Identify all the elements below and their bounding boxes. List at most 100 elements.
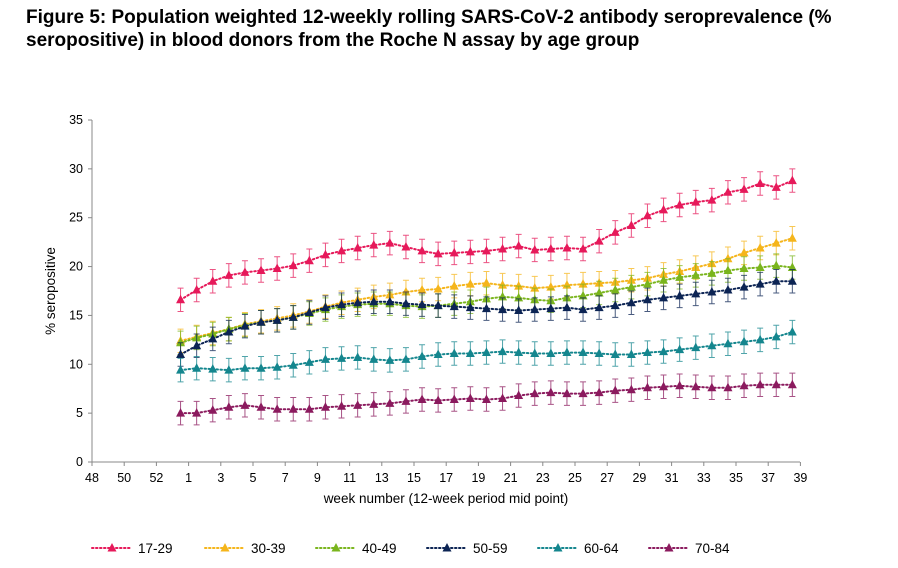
x-tick-label: 9 [314, 471, 321, 485]
data-point [401, 354, 411, 363]
data-point [353, 297, 363, 307]
legend-marker [664, 543, 674, 552]
data-point [675, 344, 685, 354]
data-point [304, 357, 314, 366]
data-point [546, 243, 556, 253]
data-point [224, 365, 234, 374]
data-point [691, 197, 701, 206]
data-point [530, 304, 540, 314]
data-point [304, 404, 314, 413]
figure-title: Figure 5: Population weighted 12-weekly … [26, 7, 832, 51]
data-point [723, 265, 733, 274]
data-point [224, 402, 234, 411]
data-point [739, 184, 749, 193]
x-tick-label: 33 [697, 471, 711, 485]
data-point [208, 333, 218, 343]
data-point [304, 307, 314, 316]
data-point [787, 327, 797, 336]
data-point [240, 400, 250, 409]
data-point [642, 347, 652, 357]
data-point [176, 365, 186, 374]
data-point [787, 262, 797, 272]
data-point [771, 276, 781, 285]
data-point [675, 200, 685, 209]
x-axis-title: week number (12-week period mid point) [323, 491, 569, 506]
data-point [369, 399, 379, 408]
data-point [498, 304, 508, 314]
data-point [304, 255, 314, 265]
data-point [320, 302, 330, 312]
legend-item: 30-39 [204, 541, 286, 556]
y-tick-label: 20 [69, 260, 83, 274]
x-tick-label: 37 [761, 471, 775, 485]
y-tick-label: 35 [69, 113, 83, 127]
data-point [739, 247, 749, 257]
legend: 17-29 30-39 40-49 50-59 60-64 70-84 [91, 541, 730, 556]
data-point [481, 303, 491, 313]
data-point [288, 312, 298, 321]
data-point [224, 270, 234, 279]
x-tick-label: 35 [729, 471, 743, 485]
data-point [417, 351, 427, 360]
data-point [320, 402, 330, 411]
data-point [369, 354, 379, 363]
data-point [288, 260, 298, 270]
data-point [498, 243, 508, 253]
data-point [465, 246, 475, 256]
data-point [320, 354, 330, 363]
data-point [514, 281, 524, 290]
x-tick-label: 1 [185, 471, 192, 485]
data-point [433, 349, 443, 359]
data-point [433, 284, 443, 293]
data-point [337, 353, 347, 362]
data-point [626, 282, 636, 291]
data-point [659, 292, 669, 302]
data-point [256, 402, 266, 411]
data-point [385, 238, 395, 247]
data-point [578, 347, 588, 357]
data-point [481, 394, 491, 403]
data-point [417, 394, 427, 403]
x-tick-label: 39 [793, 471, 807, 485]
data-point [691, 270, 701, 279]
y-tick-label: 15 [69, 308, 83, 322]
data-point [578, 304, 588, 314]
data-point [530, 348, 540, 358]
data-point [481, 347, 491, 357]
data-point [755, 262, 765, 272]
data-point [449, 301, 459, 311]
data-point [755, 379, 765, 389]
data-point [546, 282, 556, 291]
data-point [465, 348, 475, 358]
data-point [675, 380, 685, 390]
data-point [272, 315, 282, 324]
data-point [707, 195, 717, 204]
data-point [530, 283, 540, 292]
data-point [787, 379, 797, 389]
x-ticks: 48 50 52 1 3 5 7 9 11 13 15 17 19 21 23 25 27 29 31 33 35 37 3… [85, 462, 807, 485]
series-50-59 [176, 269, 797, 367]
legend-label: 30-39 [251, 541, 286, 556]
data-point [659, 381, 669, 391]
data-point [208, 364, 218, 373]
data-point [417, 245, 427, 255]
data-point [498, 346, 508, 356]
data-point [192, 408, 202, 417]
data-point [481, 245, 491, 255]
data-point [659, 204, 669, 214]
data-point [707, 286, 717, 296]
x-tick-label: 23 [536, 471, 550, 485]
data-point [675, 272, 685, 281]
data-point [337, 401, 347, 410]
data-point [787, 233, 797, 242]
x-tick-label: 3 [217, 471, 224, 485]
data-point [272, 263, 282, 273]
data-point [320, 249, 330, 259]
legend-marker [220, 543, 230, 552]
data-point [562, 347, 572, 357]
x-tick-label: 31 [665, 471, 679, 485]
legend-label: 17-29 [138, 541, 173, 556]
series-70-84 [176, 372, 797, 426]
data-point [723, 187, 733, 196]
data-point [433, 300, 443, 310]
